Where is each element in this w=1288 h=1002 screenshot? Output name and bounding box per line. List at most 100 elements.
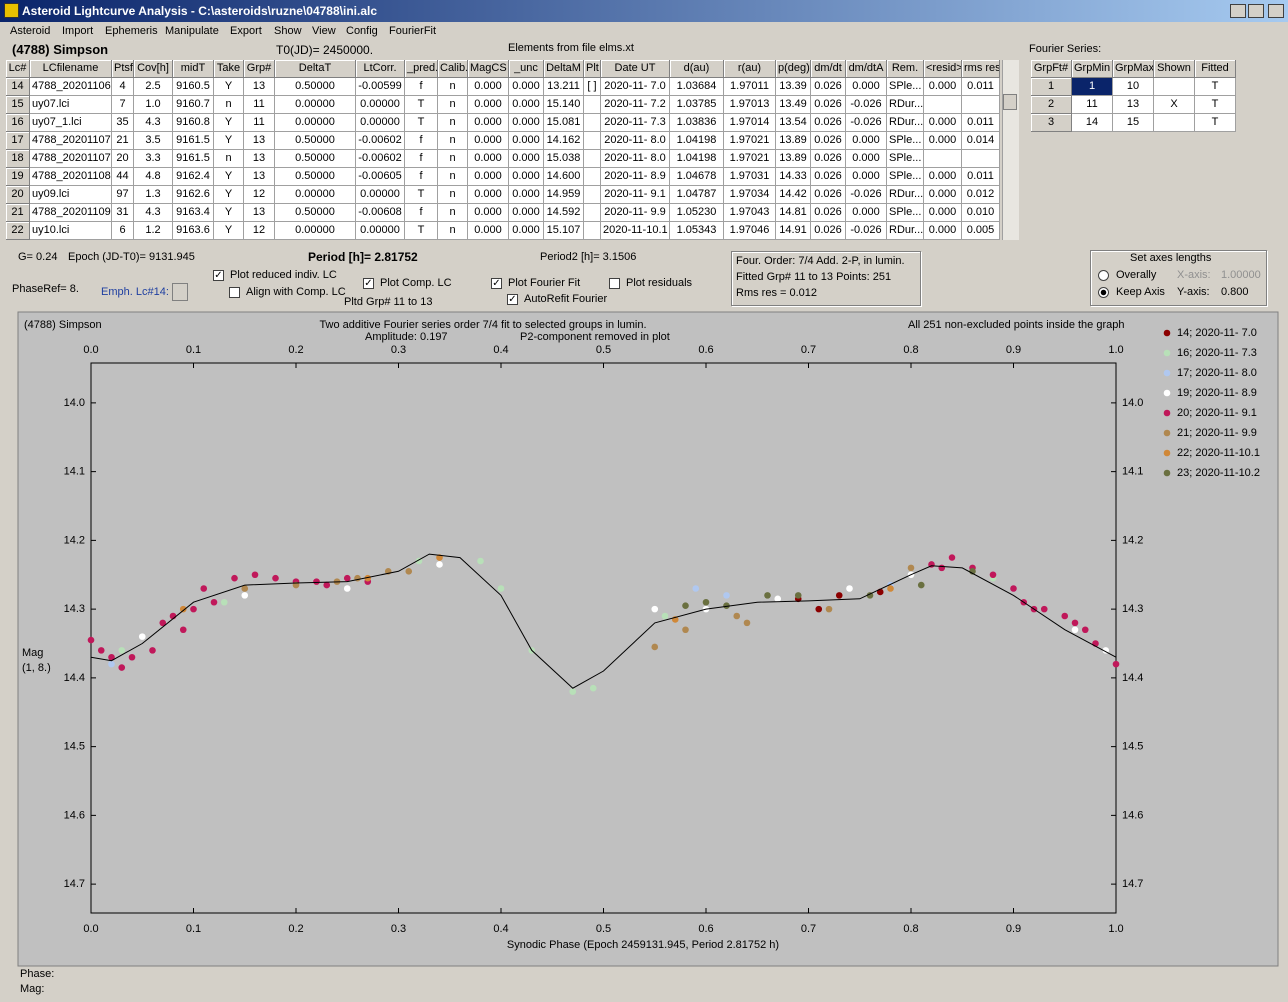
- lc-cell: [962, 96, 1000, 114]
- data-point: [190, 605, 197, 613]
- lc-cell: 1.04787: [670, 186, 724, 204]
- checkbox[interactable]: ✓: [213, 270, 224, 281]
- elements-label: Elements from file elms.xt: [508, 42, 634, 54]
- lc-cell: 4788_20201107: [30, 132, 112, 150]
- lc-cell: n: [438, 114, 468, 132]
- lc-header: _unc: [509, 60, 544, 78]
- menu-item[interactable]: Show: [274, 25, 302, 37]
- scroll-thumb: [1003, 94, 1017, 110]
- chart-panel: [17, 311, 1279, 967]
- lc-cell: f: [405, 204, 438, 222]
- lc-cell: 0.011: [962, 168, 1000, 186]
- lc-cell: [584, 222, 601, 240]
- checkbox[interactable]: ✓: [507, 294, 518, 305]
- lc-cell: 2020-11-10.1: [601, 222, 670, 240]
- lc-cell: 9161.5: [173, 150, 214, 168]
- status-label: Mag:: [20, 983, 45, 995]
- menu-item[interactable]: View: [312, 25, 336, 37]
- minimize-button[interactable]: [1230, 4, 1246, 18]
- lc-cell: 22: [6, 222, 30, 240]
- y-tick-label: 14.5: [64, 741, 85, 753]
- checkbox[interactable]: ✓: [363, 278, 374, 289]
- x-tick-label: 0.7: [801, 923, 816, 935]
- lc-cell: 0.000: [846, 132, 887, 150]
- checkbox[interactable]: [229, 287, 240, 298]
- lc-cell: [584, 168, 601, 186]
- epoch-label: Epoch (JD-T0)= 9131.945: [68, 251, 195, 263]
- data-point: [87, 636, 95, 644]
- lc-cell: 0.000: [924, 78, 962, 96]
- data-point: [682, 602, 689, 609]
- lc-header: Date UT: [601, 60, 670, 78]
- x-tick-label-top: 0.0: [83, 344, 98, 356]
- checkbox[interactable]: ✓: [491, 278, 502, 289]
- data-point: [138, 633, 146, 640]
- menu-item[interactable]: Manipulate: [165, 25, 219, 37]
- menu-item[interactable]: FourierFit: [389, 25, 437, 37]
- lc-cell: 0.000: [509, 132, 544, 150]
- y-tick-label-right: 14.3: [1122, 603, 1143, 615]
- lc-cell: 0.026: [811, 132, 846, 150]
- data-point: [938, 564, 946, 572]
- menu-item[interactable]: Export: [230, 25, 262, 37]
- lc-header: midT: [173, 60, 214, 78]
- lc-cell: 0.026: [811, 96, 846, 114]
- menu-item[interactable]: Config: [346, 25, 378, 37]
- y-tick-label: 14.2: [64, 534, 85, 546]
- data-point: [825, 605, 833, 613]
- checkbox-label: Plot Comp. LC: [380, 277, 452, 289]
- data-point: [682, 626, 689, 634]
- lc-cell: 14.592: [544, 204, 584, 222]
- radio[interactable]: [1098, 270, 1109, 281]
- lc-header: d(au): [670, 60, 724, 78]
- legend-label: 21; 2020-11- 9.9: [1177, 427, 1257, 439]
- x-tick-label-top: 0.7: [801, 344, 816, 356]
- checkbox[interactable]: [609, 278, 620, 289]
- lc-cell: 15.038: [544, 150, 584, 168]
- lc-cell: 4.8: [134, 168, 173, 186]
- radio[interactable]: [1098, 287, 1109, 298]
- lc-header: rms res: [962, 60, 1000, 78]
- lc-header: dm/dtA: [846, 60, 887, 78]
- menu-item[interactable]: Asteroid: [10, 25, 51, 37]
- lc-cell: Y: [214, 186, 244, 204]
- lc-cell: 9163.4: [173, 204, 214, 222]
- emph-label: Emph. Lc#14:: [101, 286, 169, 298]
- lc-cell: 1.03684: [670, 78, 724, 96]
- lc-header: Calib.: [438, 60, 468, 78]
- lc-cell: [924, 150, 962, 168]
- fourier-header: GrpMin: [1072, 60, 1113, 78]
- data-point: [651, 643, 659, 651]
- lc-cell: 44: [112, 168, 134, 186]
- lc-header: _pred.: [405, 60, 438, 78]
- data-point: [569, 688, 577, 695]
- lc-cell: 15.140: [544, 96, 584, 114]
- data-point: [159, 619, 167, 627]
- menu-item[interactable]: Import: [62, 25, 94, 37]
- close-button[interactable]: [1268, 4, 1284, 18]
- lc-cell: T: [405, 114, 438, 132]
- lc-cell: Y: [214, 222, 244, 240]
- lc-cell: 2020-11- 9.9: [601, 204, 670, 222]
- lc-cell: 4788_20201107: [30, 150, 112, 168]
- fourier-cell: 13: [1113, 96, 1154, 114]
- data-point: [723, 592, 730, 599]
- data-point: [723, 602, 730, 609]
- window-title: Asteroid Lightcurve Analysis - C:\astero…: [22, 4, 378, 18]
- maximize-button[interactable]: [1248, 4, 1264, 18]
- menu-item[interactable]: Ephemeris: [105, 25, 158, 37]
- period-label: Period [h]= 2.81752: [308, 250, 418, 264]
- lc-header: p(deg): [776, 60, 811, 78]
- spinner[interactable]: [172, 283, 188, 301]
- lc-cell: 15.107: [544, 222, 584, 240]
- lc-cell: 13: [244, 132, 275, 150]
- checkbox-label: AutoRefit Fourier: [524, 293, 608, 305]
- data-point: [231, 574, 238, 582]
- data-point: [343, 574, 351, 582]
- lc-cell: 0.000: [468, 204, 509, 222]
- lc-cell: 35: [112, 114, 134, 132]
- lc-header: LtCorr.: [356, 60, 405, 78]
- data-point: [1081, 626, 1089, 634]
- x-axis-label: Synodic Phase (Epoch 2459131.945, Period…: [507, 939, 779, 951]
- lc-cell: RDur...: [887, 222, 924, 240]
